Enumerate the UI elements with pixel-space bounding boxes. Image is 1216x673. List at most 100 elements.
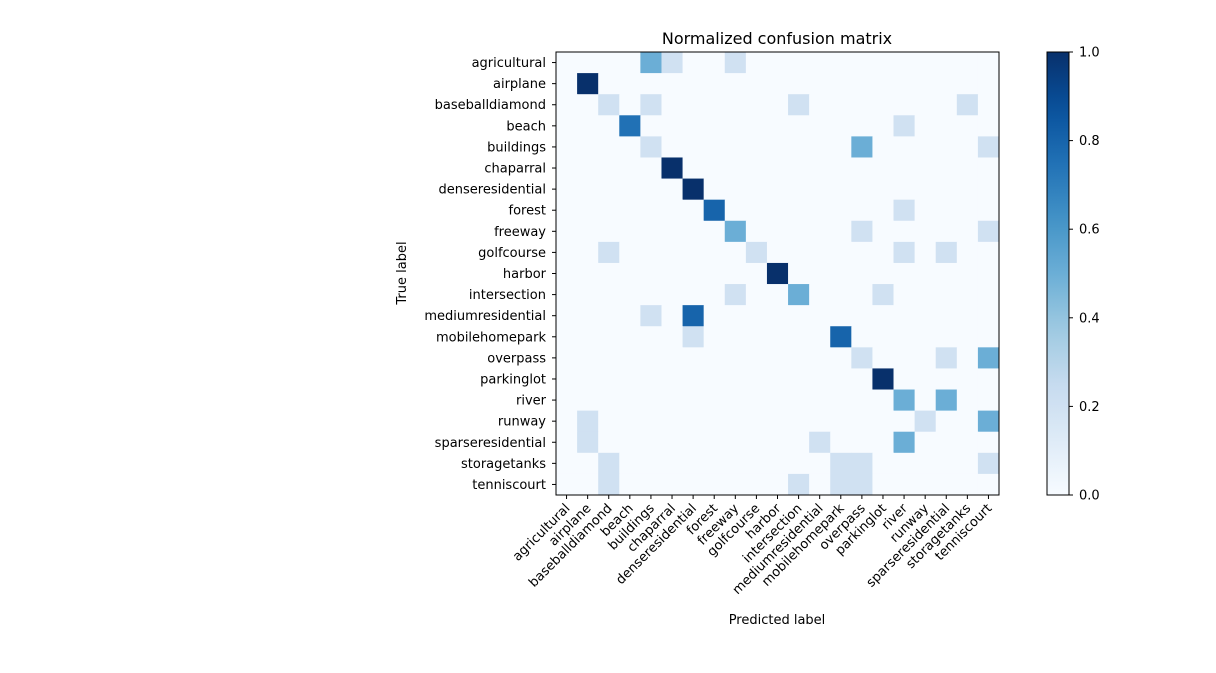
heatmap-cell xyxy=(935,262,958,285)
heatmap-cell xyxy=(830,473,852,496)
heatmap-cell xyxy=(619,305,641,327)
heatmap-cell xyxy=(640,178,662,201)
y-tick-label: overpass xyxy=(487,351,546,366)
heatmap-cell xyxy=(598,178,620,201)
heatmap-cell xyxy=(598,347,620,369)
heatmap-cell xyxy=(577,262,599,285)
heatmap-cell xyxy=(556,284,578,306)
heatmap-cell xyxy=(556,94,578,116)
heatmap-cell xyxy=(745,305,768,327)
heatmap-cell xyxy=(577,473,599,496)
heatmap-cell xyxy=(977,220,1000,243)
heatmap-cell xyxy=(661,473,683,496)
heatmap-cell xyxy=(977,347,1000,369)
heatmap-cell xyxy=(640,73,662,95)
heatmap-cell xyxy=(809,52,831,74)
heatmap-cell xyxy=(935,115,958,137)
heatmap-cell xyxy=(703,73,726,95)
heatmap-cell xyxy=(956,241,979,264)
heatmap-cell xyxy=(577,73,599,95)
heatmap-cell xyxy=(977,389,1000,412)
heatmap-cell xyxy=(851,73,873,95)
heatmap-cell xyxy=(682,262,705,285)
heatmap-cell xyxy=(914,94,937,116)
heatmap-cell xyxy=(556,473,578,496)
heatmap-cell xyxy=(893,262,916,285)
heatmap-cell xyxy=(788,347,810,369)
heatmap-cell xyxy=(598,115,620,137)
heatmap-cell xyxy=(703,178,726,201)
heatmap-cell xyxy=(766,473,789,496)
heatmap-cell xyxy=(682,178,705,201)
heatmap-cell xyxy=(661,389,683,412)
heatmap-cell xyxy=(788,73,810,95)
colorbar-scale xyxy=(1046,51,1070,496)
heatmap-cell xyxy=(956,157,979,179)
colorbar-tick-label: 0.8 xyxy=(1079,134,1100,149)
heatmap-cell xyxy=(724,199,747,222)
heatmap-cell xyxy=(809,305,831,327)
x-axis-ticks: agriculturalairplanebaseballdiamondbeach… xyxy=(510,495,995,598)
heatmap-cell xyxy=(598,305,620,327)
y-tick-label: mobilehomepark xyxy=(436,330,547,345)
heatmap-cell xyxy=(872,94,894,116)
heatmap-cell xyxy=(682,368,705,390)
heatmap-cell xyxy=(682,284,705,306)
heatmap-cell xyxy=(640,262,662,285)
heatmap-cell xyxy=(872,368,894,390)
heatmap-cell xyxy=(703,136,726,158)
heatmap-cell xyxy=(598,368,620,390)
heatmap-cell xyxy=(914,347,937,369)
heatmap-cell xyxy=(851,220,873,243)
heatmap-cell xyxy=(956,473,979,496)
heatmap-cell xyxy=(703,305,726,327)
heatmap-cell xyxy=(619,199,641,222)
heatmap-cell xyxy=(872,431,894,454)
heatmap-cell xyxy=(682,473,705,496)
heatmap-cell xyxy=(724,326,747,348)
heatmap-cell xyxy=(745,73,768,95)
heatmap-cell xyxy=(745,473,768,496)
heatmap-cell xyxy=(619,136,641,158)
heatmap-cell xyxy=(703,52,726,74)
heatmap-cell xyxy=(745,368,768,390)
y-tick-label: storagetanks xyxy=(461,457,546,472)
heatmap-cell xyxy=(788,452,810,475)
heatmap-cell xyxy=(830,326,852,348)
heatmap-cell xyxy=(893,305,916,327)
heatmap-cell xyxy=(914,284,937,306)
heatmap-cell xyxy=(703,262,726,285)
heatmap-cell xyxy=(745,199,768,222)
heatmap-cell xyxy=(977,305,1000,327)
heatmap-cell xyxy=(745,115,768,137)
heatmap-cell xyxy=(788,473,810,496)
heatmap-cell xyxy=(956,326,979,348)
heatmap-cell xyxy=(893,431,916,454)
heatmap-cell xyxy=(935,431,958,454)
heatmap-cell xyxy=(872,136,894,158)
y-tick-label: harbor xyxy=(503,267,547,282)
heatmap-cell xyxy=(661,368,683,390)
heatmap-cell xyxy=(724,389,747,412)
heatmap-cell xyxy=(724,178,747,201)
heatmap-cell xyxy=(977,115,1000,137)
heatmap-cell xyxy=(977,473,1000,496)
heatmap-cell xyxy=(956,52,979,74)
heatmap-cell xyxy=(619,115,641,137)
heatmap-cell xyxy=(872,284,894,306)
heatmap-cell xyxy=(661,410,683,433)
heatmap-cell xyxy=(598,220,620,243)
heatmap-cell xyxy=(893,368,916,390)
heatmap-cell xyxy=(661,73,683,95)
heatmap-cell xyxy=(809,284,831,306)
heatmap-cell xyxy=(872,52,894,74)
heatmap-cell xyxy=(809,157,831,179)
heatmap-cell xyxy=(914,52,937,74)
heatmap-cell xyxy=(640,473,662,496)
heatmap-cell xyxy=(788,220,810,243)
heatmap-cell xyxy=(703,368,726,390)
heatmap-cell xyxy=(809,73,831,95)
heatmap-cell xyxy=(724,452,747,475)
heatmap-cell xyxy=(956,347,979,369)
heatmap-cell xyxy=(703,94,726,116)
